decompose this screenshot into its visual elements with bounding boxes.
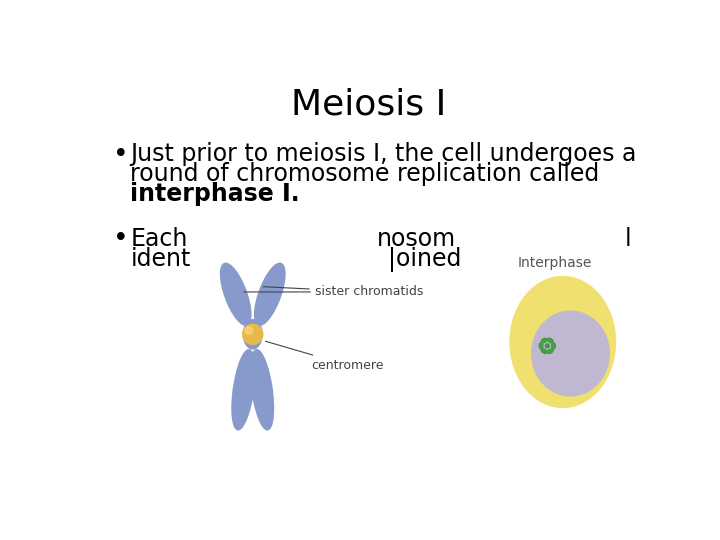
- Ellipse shape: [545, 344, 549, 348]
- Ellipse shape: [255, 264, 285, 325]
- Ellipse shape: [552, 343, 555, 349]
- Text: sister chromatids: sister chromatids: [264, 286, 423, 299]
- Text: l: l: [625, 226, 631, 251]
- Text: nosom: nosom: [377, 226, 456, 251]
- Text: centromere: centromere: [266, 341, 383, 372]
- Text: Meiosis I: Meiosis I: [292, 88, 446, 122]
- Ellipse shape: [243, 320, 262, 349]
- Ellipse shape: [220, 264, 251, 325]
- Ellipse shape: [541, 338, 547, 343]
- Text: ident: ident: [130, 247, 191, 271]
- Text: •: •: [113, 226, 129, 253]
- Ellipse shape: [541, 349, 547, 354]
- Ellipse shape: [510, 276, 616, 408]
- Text: interphase I.: interphase I.: [130, 182, 300, 206]
- Ellipse shape: [232, 350, 255, 430]
- Ellipse shape: [243, 325, 263, 345]
- Text: •: •: [113, 142, 129, 168]
- Ellipse shape: [547, 338, 553, 343]
- Ellipse shape: [251, 350, 274, 430]
- Ellipse shape: [532, 311, 609, 396]
- Text: Just prior to meiosis I, the cell undergoes a: Just prior to meiosis I, the cell underg…: [130, 142, 636, 166]
- Text: Each: Each: [130, 226, 188, 251]
- Ellipse shape: [245, 327, 253, 334]
- Ellipse shape: [539, 343, 543, 349]
- Text: round of chromosome replication called: round of chromosome replication called: [130, 162, 600, 186]
- Ellipse shape: [547, 349, 553, 354]
- Text: |oined: |oined: [388, 247, 462, 272]
- Text: Interphase: Interphase: [518, 256, 592, 271]
